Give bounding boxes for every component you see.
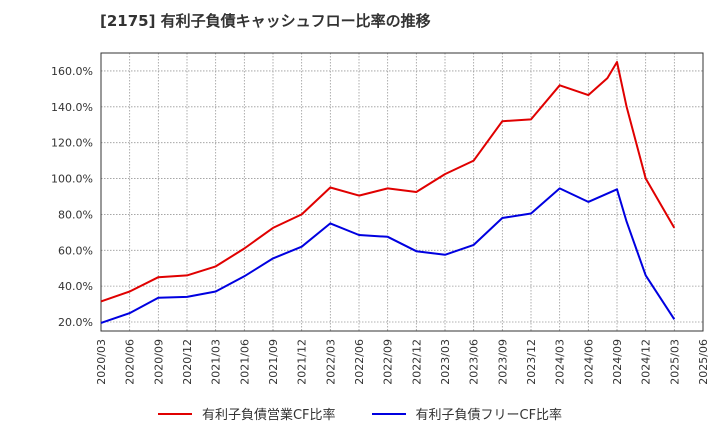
x-tick-label: 2021/06	[238, 339, 251, 385]
y-tick-label: 120.0%	[51, 137, 93, 150]
legend-item-operating-cf: 有利子負債営業CF比率	[157, 404, 336, 423]
x-tick-label: 2023/03	[439, 339, 452, 385]
x-tick-label: 2022/12	[410, 339, 423, 385]
series-line-free-cf	[100, 187, 676, 324]
plot-area	[101, 53, 703, 331]
chart-title: [2175] 有利子負債キャッシュフロー比率の推移	[100, 12, 431, 30]
legend-item-free-cf: 有利子負債フリーCF比率	[371, 404, 563, 423]
x-tick-label: 2025/03	[668, 339, 681, 385]
x-tick-label: 2020/09	[152, 339, 165, 385]
legend: 有利子負債営業CF比率 有利子負債フリーCF比率	[0, 404, 720, 423]
x-tick-label: 2020/06	[124, 339, 137, 385]
x-tick-label: 2020/03	[95, 339, 108, 385]
plot-border	[100, 52, 704, 332]
x-tick-label: 2024/03	[554, 339, 567, 385]
legend-swatch-blue	[371, 412, 406, 415]
y-tick-label: 40.0%	[58, 280, 93, 293]
x-tick-label: 2023/12	[525, 339, 538, 385]
y-tick-label: 60.0%	[58, 244, 93, 257]
x-tick-label: 2024/09	[611, 339, 624, 385]
x-tick-label: 2022/03	[324, 339, 337, 385]
x-tick-label: 2023/06	[468, 339, 481, 385]
legend-label-operating-cf: 有利子負債営業CF比率	[201, 408, 336, 423]
y-tick-label: 20.0%	[58, 316, 93, 329]
legend-label-free-cf: 有利子負債フリーCF比率	[415, 408, 563, 423]
y-tick-label: 80.0%	[58, 208, 93, 221]
x-tick-label: 2021/12	[296, 339, 309, 385]
y-tick-label: 160.0%	[51, 65, 93, 78]
x-tick-label: 2023/09	[496, 339, 509, 385]
x-tick-label: 2024/12	[640, 339, 653, 385]
y-tick-label: 100.0%	[51, 173, 93, 186]
x-tick-label: 2022/06	[353, 339, 366, 385]
legend-swatch-red	[157, 412, 192, 415]
y-tick-label: 140.0%	[51, 101, 93, 114]
x-tick-label: 2020/12	[181, 339, 194, 385]
x-tick-label: 2022/09	[382, 339, 395, 385]
x-tick-label: 2024/06	[582, 339, 595, 385]
x-tick-label: 2025/06	[697, 339, 710, 385]
x-tick-label: 2021/03	[210, 339, 223, 385]
x-tick-label: 2021/09	[267, 339, 280, 385]
